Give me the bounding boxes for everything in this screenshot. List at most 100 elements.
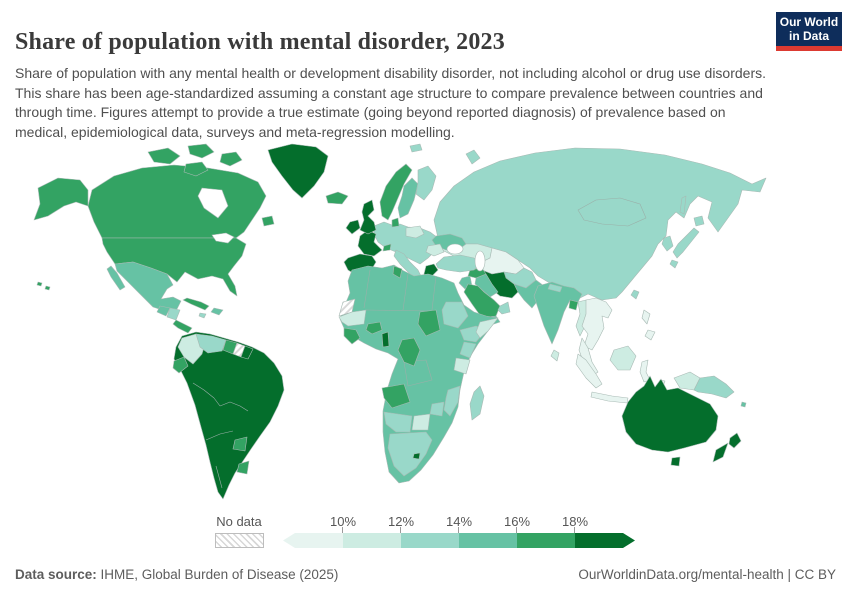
map-region-botswana[interactable] — [411, 413, 431, 431]
map-region-papua-new-guinea[interactable] — [693, 375, 735, 399]
map-region-arctic-islands[interactable] — [147, 143, 243, 177]
legend-bin-14-16[interactable] — [459, 533, 517, 548]
data-source-label: Data source: — [15, 567, 97, 582]
map-region-finland[interactable] — [415, 165, 437, 201]
map-region-alaska[interactable] — [33, 177, 89, 221]
owid-logo-line2: in Data — [788, 29, 829, 43]
map-region-greenland[interactable] — [267, 143, 329, 199]
legend-tick-mark — [400, 527, 401, 533]
map-region-costa-rica-panama[interactable] — [172, 319, 193, 334]
map-region-zimbabwe[interactable] — [429, 401, 445, 417]
map-region-nepal[interactable] — [547, 283, 563, 293]
map-region-korea[interactable] — [661, 235, 674, 252]
map-region-sri-lanka[interactable] — [550, 349, 560, 362]
map-region-togo-benin[interactable] — [381, 331, 390, 348]
map-region-madagascar[interactable] — [469, 385, 485, 421]
map-region-solomon-islands[interactable] — [740, 401, 747, 408]
map-region-mozambique[interactable] — [443, 385, 461, 417]
map-region-tanzania[interactable] — [453, 357, 471, 375]
map-region-south-america-south[interactable] — [173, 331, 285, 500]
map-region-kenya[interactable] — [459, 341, 477, 359]
world-choropleth-map — [30, 140, 810, 512]
map-region-guinea[interactable] — [343, 327, 361, 345]
map-region-india[interactable] — [533, 281, 583, 345]
map-region-newfoundland[interactable] — [261, 215, 275, 227]
map-region-baja[interactable] — [106, 265, 126, 291]
map-region-svalbard[interactable] — [409, 143, 423, 153]
legend-tick-mark — [458, 527, 459, 533]
map-region-sudan[interactable] — [441, 301, 469, 329]
map-region-new-zealand-north[interactable] — [728, 432, 742, 449]
map-region-novaya-zemlya[interactable] — [465, 149, 481, 165]
map-region-denmark[interactable] — [391, 217, 400, 228]
legend-bin-10-12[interactable] — [343, 533, 401, 548]
mongolia-border — [577, 197, 647, 227]
map-region-saudi-arabia[interactable] — [463, 283, 501, 319]
map-region-taiwan[interactable] — [630, 289, 640, 300]
sahara-borders — [363, 269, 437, 312]
map-region-south-africa[interactable] — [387, 431, 433, 477]
map-region-angola[interactable] — [381, 383, 411, 409]
map-region-lesotho[interactable] — [412, 452, 421, 460]
map-region-paraguay[interactable] — [232, 436, 248, 452]
map-region-tunisia[interactable] — [392, 265, 403, 279]
map-region-ireland[interactable] — [345, 219, 361, 235]
map-region-cameroon-gabon[interactable] — [397, 337, 421, 367]
legend-tick-label-12: 12% — [387, 514, 415, 529]
map-region-poland[interactable] — [405, 225, 425, 239]
legend-bin-over-18[interactable] — [575, 533, 635, 548]
map-region-iceland[interactable] — [325, 191, 349, 205]
map-region-australia[interactable] — [621, 375, 719, 453]
map-region-guatemala[interactable] — [156, 305, 171, 317]
legend-tick-mark — [574, 527, 575, 533]
map-region-mexico[interactable] — [114, 261, 182, 312]
map-region-bangladesh[interactable] — [568, 299, 579, 311]
legend-no-data-label: No data — [216, 514, 262, 529]
legend-tick-label-18: 18% — [561, 514, 589, 529]
map-region-hawaii[interactable] — [36, 281, 51, 291]
map-region-cuba[interactable] — [182, 297, 210, 311]
legend-bin-16-18[interactable] — [517, 533, 575, 548]
map-region-indochina[interactable] — [581, 297, 613, 351]
map-region-sumatra[interactable] — [575, 353, 603, 389]
map-region-java[interactable] — [590, 391, 629, 404]
map-region-japan[interactable] — [669, 215, 705, 269]
map-region-iraq[interactable] — [474, 273, 499, 298]
map-region-russia-china-mongolia[interactable] — [433, 147, 767, 301]
map-region-norway[interactable] — [379, 163, 413, 221]
map-region-oman[interactable] — [497, 301, 511, 315]
map-region-mauritania[interactable] — [338, 309, 367, 327]
map-region-philippines[interactable] — [641, 309, 656, 341]
drc-border — [403, 359, 433, 387]
map-region-sweden[interactable] — [397, 177, 419, 219]
map-region-sakhalin[interactable] — [679, 195, 687, 215]
great-lakes — [211, 232, 235, 244]
credit-link[interactable]: OurWorldinData.org/mental-health | CC BY — [578, 567, 836, 582]
map-region-jamaica[interactable] — [198, 312, 207, 319]
map-region-tasmania[interactable] — [670, 456, 681, 467]
map-region-canada[interactable] — [87, 164, 267, 239]
map-region-somalia[interactable] — [475, 317, 499, 339]
legend-color-bar — [283, 533, 635, 548]
map-region-romania[interactable] — [425, 243, 445, 257]
legend-bin-under-10[interactable] — [283, 533, 343, 548]
map-region-switzerland[interactable] — [382, 243, 392, 252]
map-region-hispaniola[interactable] — [210, 307, 224, 316]
map-region-united-kingdom[interactable] — [359, 199, 377, 235]
black-sea — [446, 243, 464, 255]
map-region-burkina-faso[interactable] — [365, 321, 383, 335]
map-region-venezuela[interactable] — [195, 333, 227, 354]
map-region-chad[interactable] — [417, 309, 441, 337]
page-title: Share of population with mental disorder… — [15, 29, 505, 56]
legend-tick-label-14: 14% — [445, 514, 473, 529]
legend-bin-12-14[interactable] — [401, 533, 459, 548]
map-region-namibia[interactable] — [383, 411, 413, 433]
owid-logo[interactable]: Our World in Data — [776, 12, 842, 51]
map-region-borneo[interactable] — [609, 345, 637, 371]
map-region-ecuador[interactable] — [172, 356, 189, 374]
map-region-new-zealand-south[interactable] — [712, 442, 729, 463]
map-region-uruguay[interactable] — [236, 460, 250, 475]
map-region-french-guiana[interactable] — [240, 345, 254, 360]
legend-no-data-swatch[interactable] — [215, 533, 264, 548]
